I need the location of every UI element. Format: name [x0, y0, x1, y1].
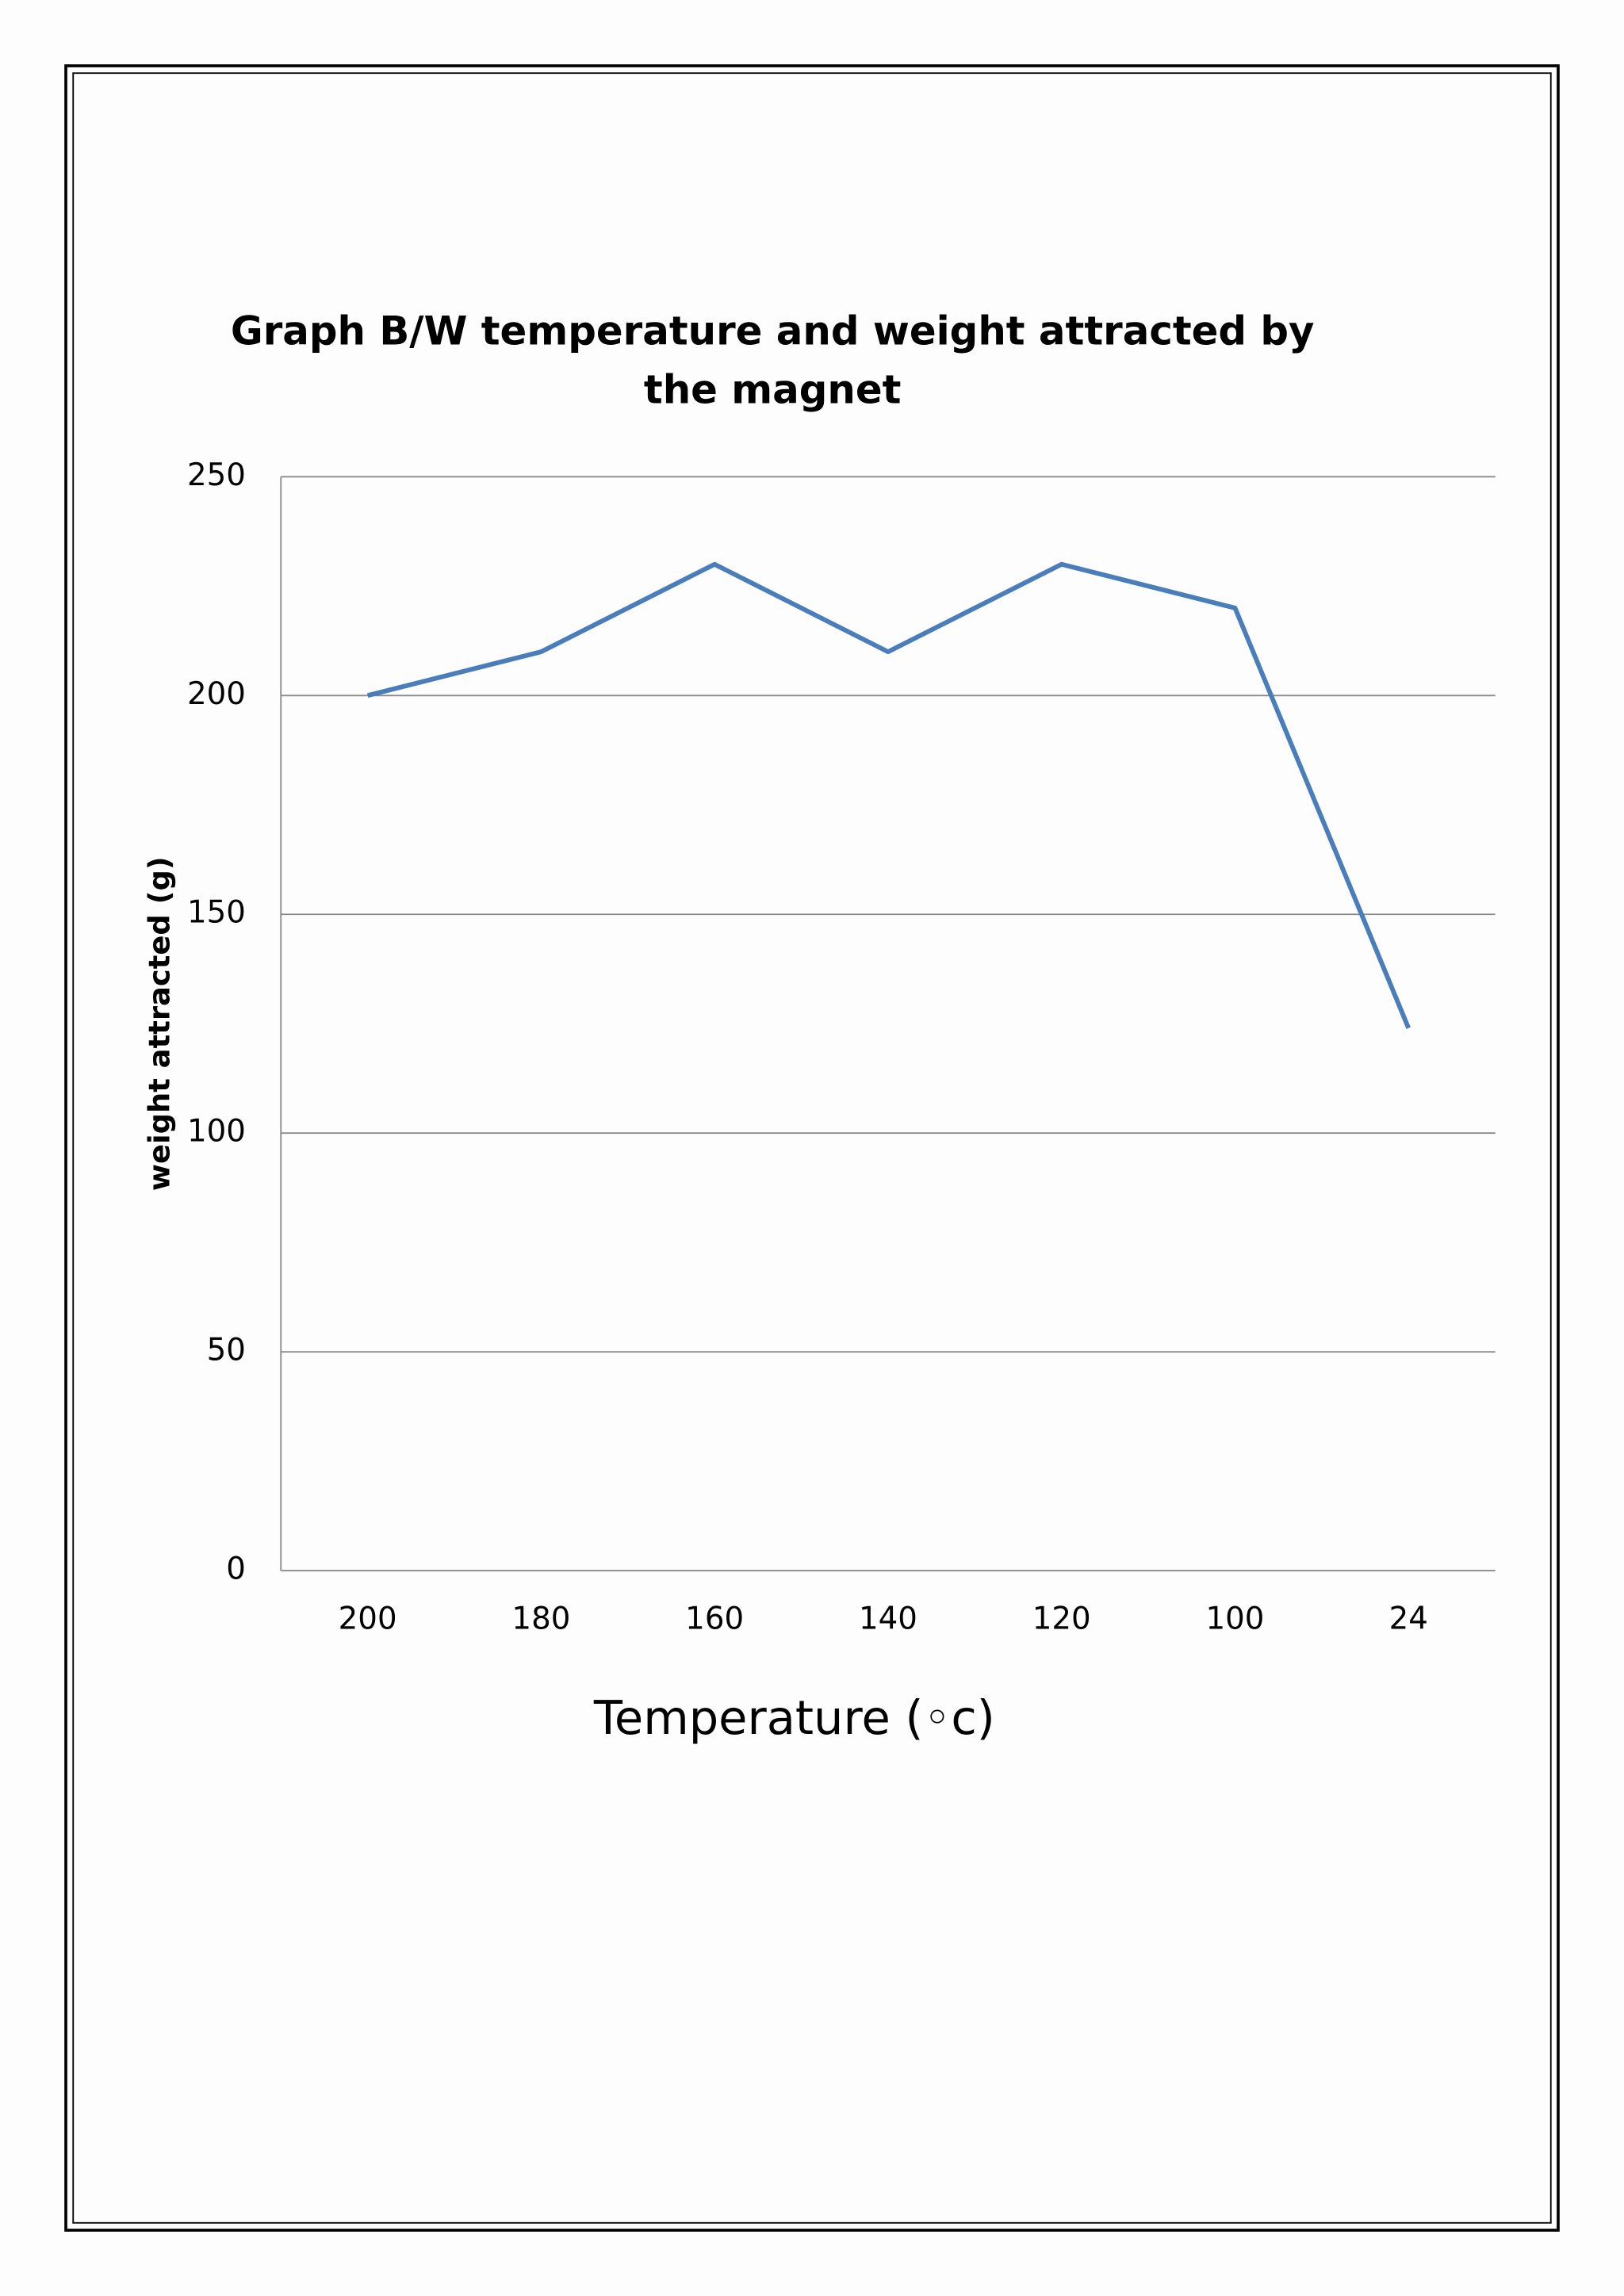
y-tick-label: 250	[187, 457, 246, 493]
y-tick-label: 150	[187, 895, 246, 931]
y-tick-label: 200	[187, 676, 246, 712]
page-border-outer	[64, 64, 1560, 2232]
x-tick-label: 120	[1032, 1601, 1091, 1636]
x-tick-label: 100	[1206, 1601, 1265, 1636]
x-tick-label: 24	[1389, 1601, 1428, 1636]
x-tick-label: 160	[685, 1601, 744, 1636]
y-tick-label: 0	[226, 1552, 246, 1587]
y-tick-label: 50	[207, 1333, 246, 1368]
chart-title: Graph B/W temperature and weight attract…	[231, 308, 1315, 412]
x-axis-title: Temperature (◦c)	[593, 1690, 995, 1745]
x-tick-label: 180	[511, 1601, 570, 1636]
x-tick-label: 200	[339, 1601, 397, 1636]
y-axis-title: weight attracted (g)	[142, 856, 176, 1191]
x-tick-label: 140	[859, 1601, 917, 1636]
page-border-inner	[72, 72, 1552, 2224]
y-tick-label: 100	[187, 1114, 246, 1150]
data-line	[366, 561, 1411, 1029]
